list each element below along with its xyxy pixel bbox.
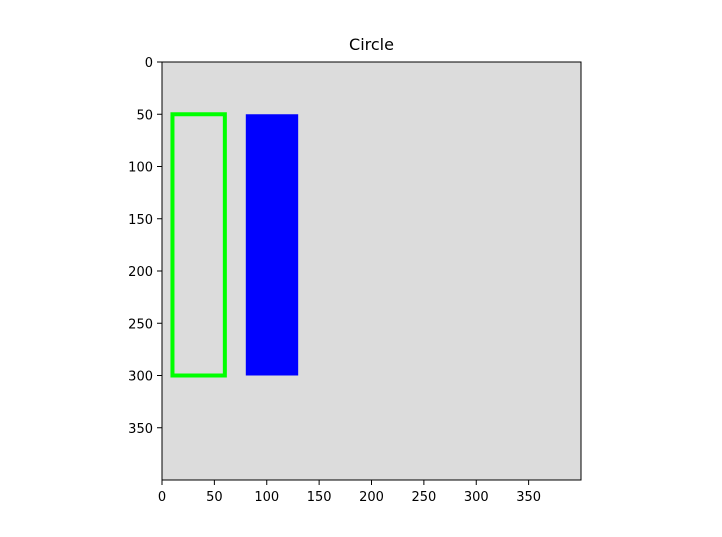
y-tick-label: 0 [145,56,153,71]
y-tick-label: 100 [128,161,153,176]
y-tick-label: 350 [128,422,153,437]
x-tick-label: 0 [158,490,166,505]
x-axis: 0 50 100 150 200 250 300 350 [158,480,541,505]
x-tick-label: 300 [464,490,489,505]
chart-title: Circle [349,35,394,54]
x-tick-label: 250 [411,490,436,505]
y-axis: 0 50 100 150 200 250 300 350 [128,56,162,437]
rectangle-outline [170,112,227,378]
x-tick-label: 50 [206,490,223,505]
x-tick-label: 200 [359,490,384,505]
rectangle-filled [245,114,299,376]
y-tick-label: 150 [128,213,153,228]
y-tick-label: 300 [128,370,153,385]
x-tick-label: 100 [254,490,279,505]
image-area [162,62,581,480]
x-tick-label: 150 [307,490,332,505]
y-tick-label: 50 [136,108,153,123]
shapes-layer [170,112,299,378]
y-tick-label: 250 [128,317,153,332]
y-tick-label: 200 [128,265,153,280]
x-tick-label: 350 [516,490,541,505]
